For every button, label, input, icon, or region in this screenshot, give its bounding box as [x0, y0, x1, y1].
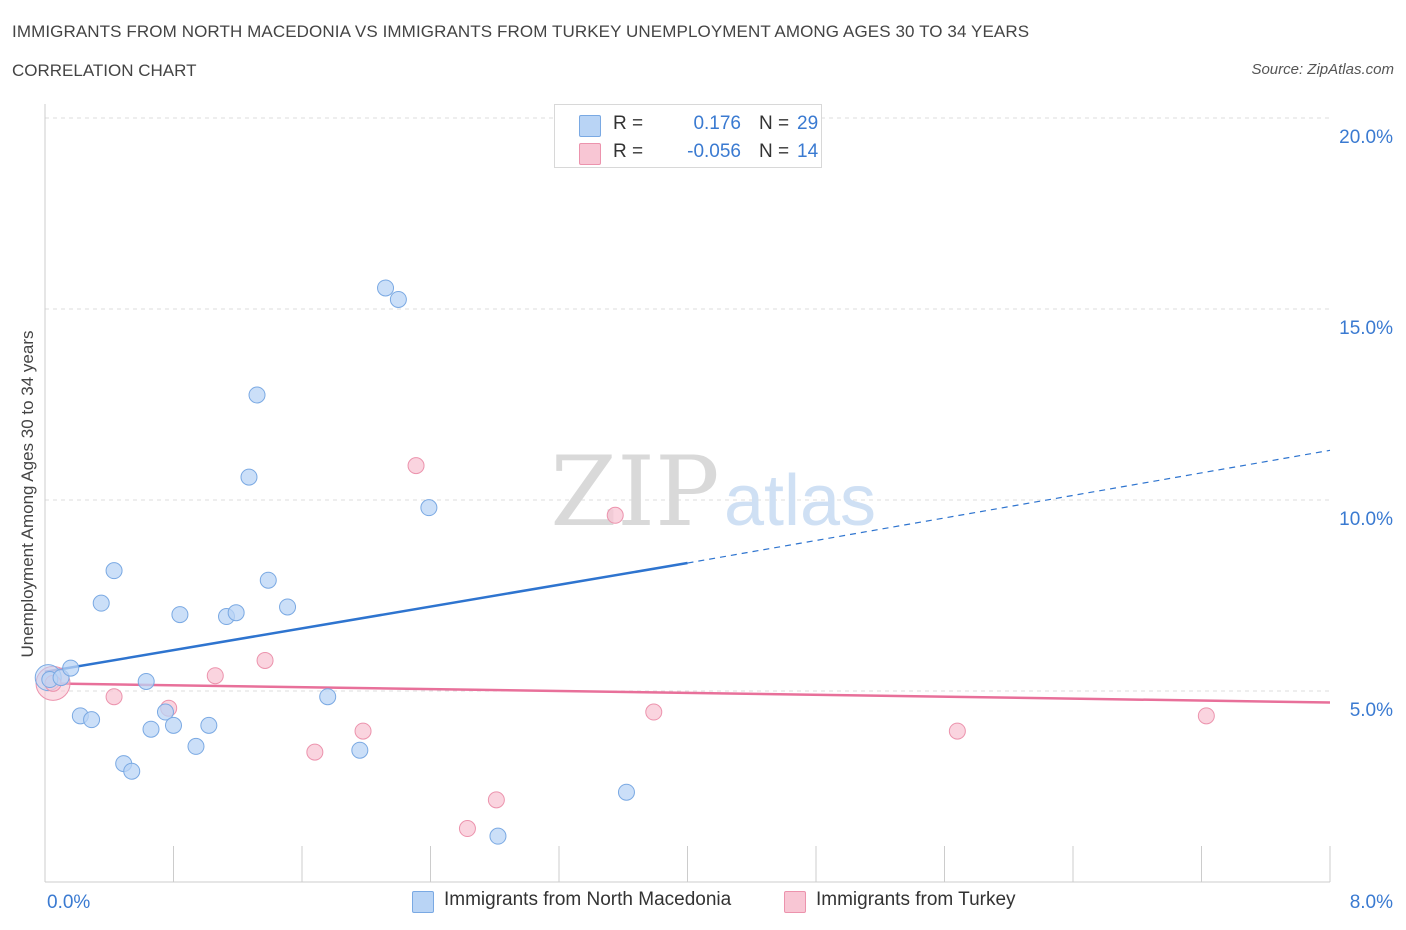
point-north-macedonia: [83, 711, 101, 729]
watermark-atlas: atlas: [724, 461, 876, 541]
point-north-macedonia: [165, 716, 182, 734]
trend-lines: [44, 449, 1331, 704]
trend-line-north-macedonia: [44, 561, 688, 674]
x-tick-label: 0.0%: [47, 892, 90, 913]
watermark-zip: ZIP: [550, 436, 719, 548]
pink-swatch: [579, 143, 601, 165]
point-north-macedonia: [137, 672, 155, 690]
y-axis-label: Unemployment Among Ages 30 to 34 years: [18, 330, 37, 658]
point-north-macedonia: [171, 606, 189, 624]
point-north-macedonia: [142, 720, 160, 738]
blue-swatch: [579, 115, 601, 137]
point-north-macedonia: [489, 827, 507, 845]
point-turkey: [645, 703, 663, 721]
point-turkey: [354, 722, 372, 740]
point-north-macedonia: [240, 468, 258, 486]
point-turkey: [1197, 707, 1215, 725]
chart-title: IMMIGRANTS FROM NORTH MACEDONIA VS IMMIG…: [12, 22, 1030, 41]
n-label: N =: [759, 141, 790, 162]
point-north-macedonia: [105, 562, 123, 580]
tick-labels: 5.0% 10.0% 15.0% 20.0% 0.0% 8.0%: [47, 127, 1393, 913]
trend-line-north-macedonia-extrapolated: [687, 449, 1331, 564]
y-tick-label: 10.0%: [1339, 509, 1393, 530]
trend-line-turkey: [44, 682, 1331, 704]
legend-label: Immigrants from Turkey: [816, 889, 1016, 910]
point-north-macedonia: [227, 604, 245, 622]
point-north-macedonia: [123, 762, 141, 780]
legend-label: Immigrants from North Macedonia: [444, 889, 732, 910]
chart-subtitle: CORRELATION CHART: [12, 61, 197, 80]
blue-swatch: [412, 891, 434, 913]
point-north-macedonia: [259, 571, 277, 589]
y-tick-label: 15.0%: [1339, 318, 1393, 339]
y-tick-label: 5.0%: [1350, 700, 1393, 721]
watermark: ZIP atlas: [550, 436, 876, 548]
point-north-macedonia: [617, 783, 635, 801]
point-north-macedonia: [92, 594, 110, 612]
r-label: R =: [613, 141, 644, 162]
point-north-macedonia: [279, 598, 297, 616]
point-north-macedonia: [420, 499, 438, 517]
axes: [44, 104, 1331, 883]
point-north-macedonia: [62, 659, 80, 677]
point-north-macedonia: [187, 737, 205, 755]
data-points: [34, 279, 1215, 845]
point-north-macedonia: [351, 741, 369, 759]
r-value: 0.176: [693, 113, 741, 134]
point-north-macedonia: [389, 290, 407, 308]
point-turkey: [206, 667, 224, 685]
r-value: -0.056: [687, 141, 741, 162]
point-turkey: [105, 688, 123, 706]
x-tick-label: 8.0%: [1350, 892, 1393, 913]
point-turkey: [606, 506, 624, 524]
n-value: 14: [797, 141, 819, 162]
r-label: R =: [613, 113, 644, 134]
point-north-macedonia: [319, 688, 337, 706]
point-north-macedonia: [156, 703, 174, 721]
point-turkey: [306, 743, 324, 761]
point-north-macedonia: [377, 279, 395, 297]
point-turkey: [256, 651, 274, 669]
point-turkey: [458, 820, 476, 838]
source-credit: Source: ZipAtlas.com: [1251, 61, 1394, 78]
point-turkey: [487, 791, 505, 809]
n-label: N =: [759, 113, 790, 134]
point-north-macedonia: [200, 716, 218, 734]
pink-swatch: [784, 891, 806, 913]
point-turkey: [948, 722, 966, 740]
point-north-macedonia: [248, 386, 266, 404]
y-tick-label: 20.0%: [1339, 127, 1393, 148]
stats-legend: R = 0.176 N = 29 R = -0.056 N = 14: [554, 104, 822, 168]
n-value: 29: [797, 113, 819, 134]
point-turkey: [407, 457, 425, 475]
